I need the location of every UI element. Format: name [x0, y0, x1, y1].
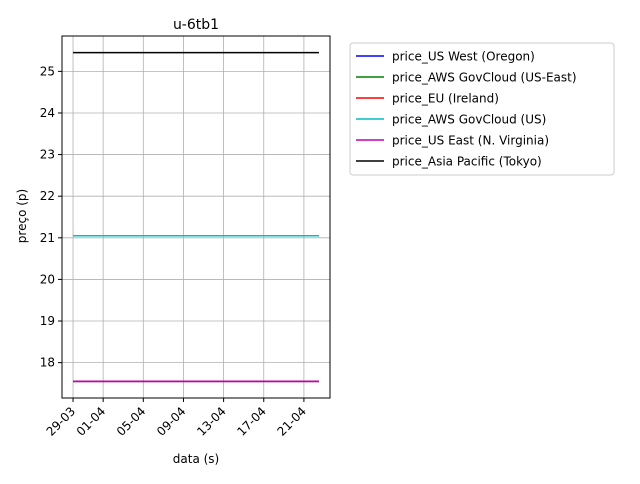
chart-title: u-6tb1 — [173, 17, 219, 33]
y-axis-label: preço (p) — [15, 189, 29, 243]
y-tick-label: 18 — [40, 356, 55, 370]
legend-label: price_US West (Oregon) — [392, 50, 535, 64]
legend-label: price_EU (Ireland) — [392, 92, 499, 106]
y-tick-label: 20 — [40, 272, 55, 286]
legend-box — [349, 42, 615, 176]
plot-frame — [61, 35, 331, 399]
x-axis-label: data (s) — [173, 452, 219, 466]
y-tick-label: 19 — [40, 314, 55, 328]
y-tick-label: 23 — [40, 148, 55, 162]
y-tick-label: 25 — [40, 64, 55, 78]
y-tick-label: 24 — [40, 106, 55, 120]
legend-label: price_US East (N. Virginia) — [392, 134, 549, 148]
legend: price_US West (Oregon) price_AWS GovCloud… — [349, 42, 615, 176]
legend-label: price_AWS GovCloud (US-East) — [392, 71, 577, 85]
legend-label: price_Asia Pacific (Tokyo) — [392, 155, 542, 169]
y-tick-label: 21 — [40, 231, 55, 245]
y-tick-label: 22 — [40, 189, 55, 203]
legend-label: price_AWS GovCloud (US) — [392, 113, 546, 127]
